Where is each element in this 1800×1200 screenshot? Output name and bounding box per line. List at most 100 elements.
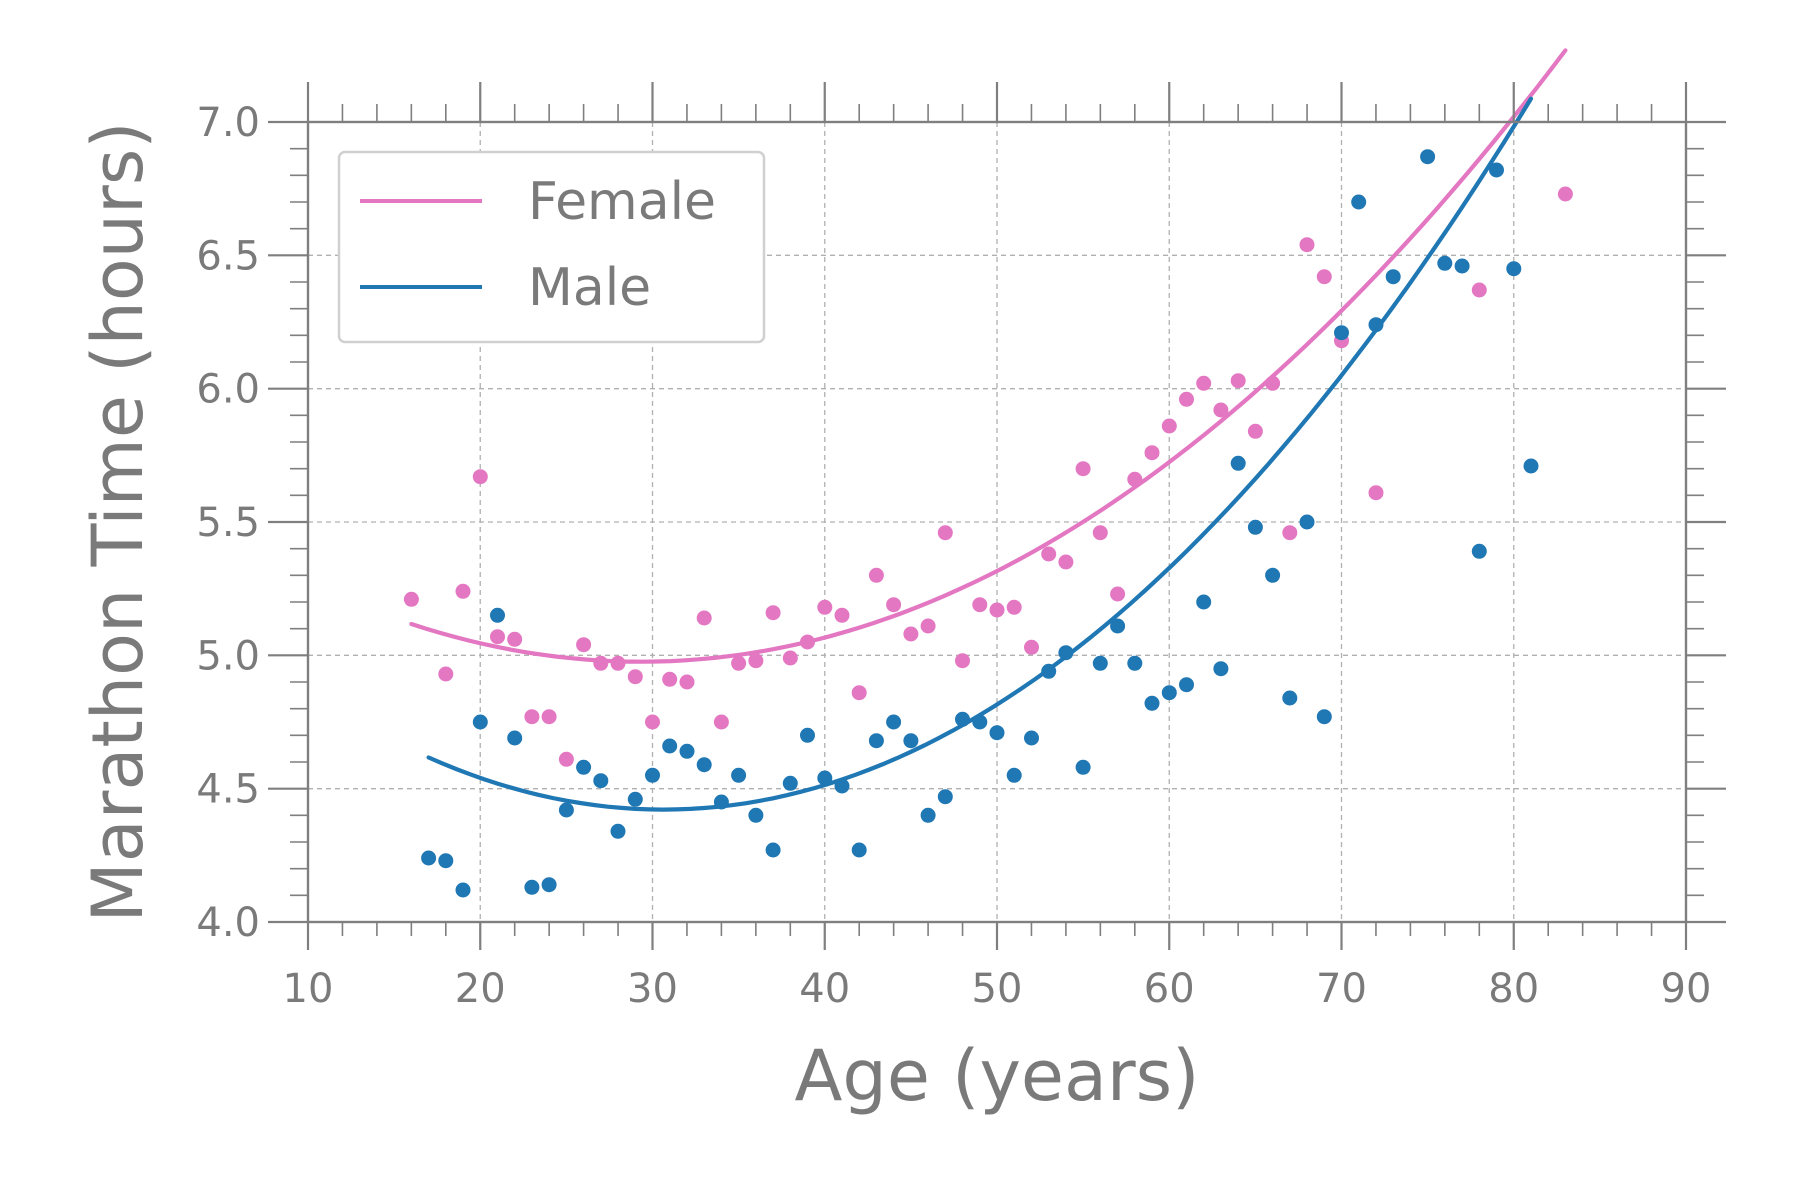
x-tick-label: 30 [627, 966, 678, 1012]
data-point-female [851, 685, 867, 701]
data-point-male [576, 759, 592, 775]
x-tick-label: 10 [283, 966, 334, 1012]
x-tick-label: 20 [455, 966, 506, 1012]
x-tick-label: 80 [1488, 966, 1539, 1012]
x-tick-label: 90 [1661, 966, 1712, 1012]
data-point-female [576, 637, 592, 653]
data-point-male [1506, 261, 1522, 277]
data-point-male [1454, 258, 1470, 274]
data-point-male [800, 727, 815, 743]
data-point-male [1161, 685, 1177, 701]
data-point-female [1110, 586, 1126, 602]
data-point-male [972, 714, 988, 730]
data-point-female [1265, 375, 1281, 391]
data-point-female [1557, 186, 1573, 202]
data-point-female [800, 634, 815, 650]
data-point-female [1179, 391, 1194, 407]
data-point-female [1368, 485, 1384, 501]
data-point-male [817, 770, 833, 786]
data-point-female [403, 591, 419, 607]
data-point-female [834, 607, 850, 623]
data-point-male [1075, 759, 1091, 775]
x-tick-label: 60 [1144, 966, 1195, 1012]
data-point-female [731, 655, 747, 671]
data-point-female [472, 469, 488, 485]
data-point-male [748, 807, 764, 823]
y-tick-label: 6.0 [196, 367, 260, 413]
x-tick-label: 40 [799, 966, 850, 1012]
scatter-points [403, 149, 1573, 898]
data-point-male [886, 714, 902, 730]
data-point-male [782, 775, 798, 791]
data-point-male [989, 725, 1005, 741]
data-point-male [472, 714, 488, 730]
data-point-male [1489, 162, 1504, 178]
data-point-male [731, 767, 747, 783]
y-tick-label: 5.0 [196, 633, 260, 679]
y-tick-label: 7.0 [196, 100, 260, 146]
data-point-female [1299, 237, 1315, 253]
data-point-male [851, 842, 867, 858]
data-point-female [627, 669, 643, 685]
data-point-male [610, 823, 626, 839]
data-point-male [868, 733, 884, 749]
data-point-male [1196, 594, 1212, 610]
data-point-female [455, 583, 471, 599]
data-point-female [817, 599, 833, 615]
data-point-female [1471, 282, 1487, 298]
data-point-female [558, 751, 574, 767]
data-point-male [1024, 730, 1039, 746]
data-point-female [937, 525, 953, 541]
y-tick-labels: 4.0 4.5 5.0 5.5 6.0 6.5 7.0 [196, 100, 260, 946]
axis-ticks [268, 82, 1726, 950]
data-point-female [1041, 546, 1057, 562]
data-point-male [1247, 519, 1263, 535]
data-point-male [955, 711, 970, 727]
data-point-female [955, 653, 970, 669]
data-point-female [679, 674, 695, 690]
data-point-female [972, 597, 988, 613]
data-point-female [1213, 402, 1229, 418]
data-point-male [1471, 543, 1487, 559]
data-point-female [713, 714, 729, 730]
data-point-female [524, 709, 540, 725]
y-tick-label: 5.5 [196, 500, 260, 546]
data-point-male [1523, 458, 1539, 474]
x-axis-title: Age (years) [795, 1035, 1200, 1117]
data-point-female [903, 626, 919, 642]
data-point-male [937, 789, 953, 805]
data-point-male [662, 738, 678, 754]
data-point-male [490, 607, 505, 623]
data-point-male [558, 802, 574, 818]
legend-label-female: Female [528, 172, 716, 232]
data-point-male [438, 853, 454, 869]
data-point-male [593, 773, 609, 789]
data-point-female [593, 655, 609, 671]
y-tick-label: 4.0 [196, 900, 260, 946]
data-point-male [696, 757, 712, 773]
data-point-female [438, 666, 454, 682]
data-point-female [490, 629, 505, 645]
data-point-male [1385, 269, 1401, 285]
data-point-male [834, 778, 850, 794]
data-point-male [1110, 618, 1126, 634]
data-point-female [748, 653, 764, 669]
legend: Female Male [337, 150, 766, 344]
data-point-female [541, 709, 557, 725]
y-tick-label: 6.5 [196, 233, 260, 279]
data-point-female [696, 610, 712, 626]
y-axis-title: Marathon Time (hours) [77, 121, 159, 922]
data-point-female [1127, 471, 1143, 487]
data-point-female [920, 618, 936, 634]
data-point-male [1334, 325, 1349, 341]
data-point-male [1437, 255, 1453, 271]
data-point-female [645, 714, 660, 730]
data-point-female [1024, 639, 1039, 655]
data-point-male [1144, 695, 1160, 711]
data-point-male [507, 730, 523, 746]
data-point-female [662, 671, 678, 687]
x-tick-label: 70 [1316, 966, 1367, 1012]
data-point-male [524, 879, 540, 895]
data-point-female [868, 567, 884, 583]
